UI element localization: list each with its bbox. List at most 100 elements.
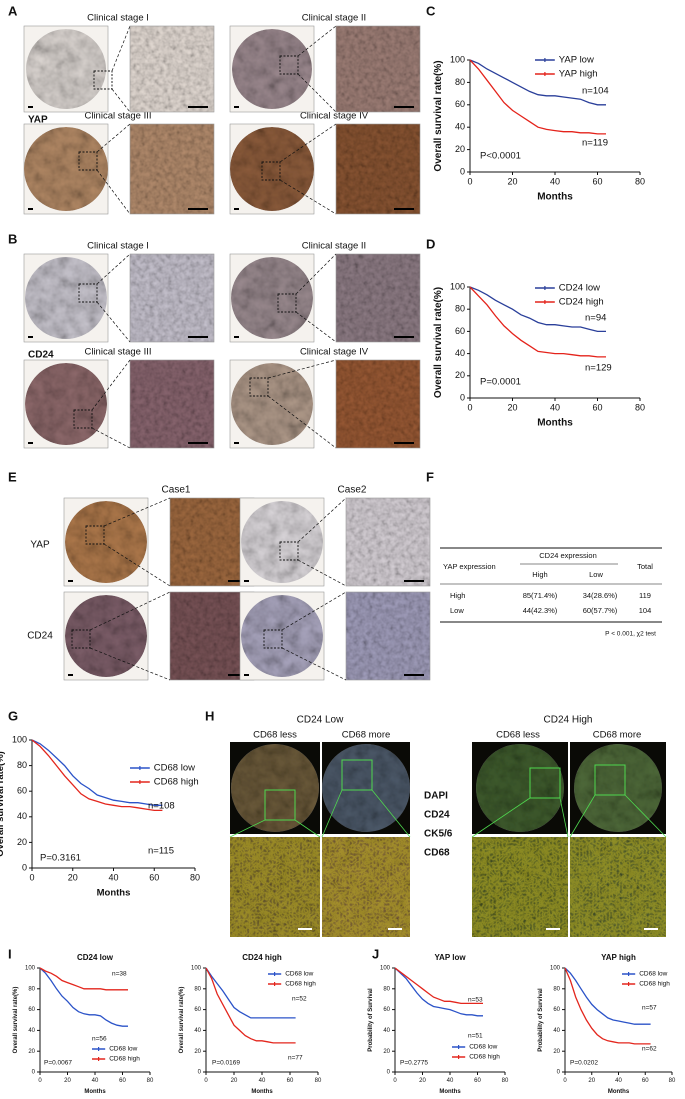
caption: Case2: [338, 485, 367, 496]
caption: CD68 less: [253, 730, 297, 741]
y-axis-label: Overall survival rate(%): [433, 60, 444, 171]
zoom-line: [295, 311, 337, 343]
y-tick-label: 60: [553, 1007, 560, 1013]
caption: Clinical stage II: [302, 13, 366, 24]
x-tick-label: 40: [92, 1078, 99, 1084]
y-tick-label: 60: [17, 786, 27, 796]
table-header: Total: [637, 562, 653, 571]
x-tick-label: 40: [447, 1078, 454, 1084]
zoom-box: [85, 525, 105, 545]
zoom-image: [346, 592, 430, 680]
tissue-core: [26, 29, 106, 109]
zoom-box: [93, 70, 113, 90]
legend-label: YAP high: [559, 69, 598, 80]
x-tick-label: 0: [467, 403, 472, 413]
table-cell: Low: [450, 606, 464, 615]
table-header: CD24 expression: [539, 551, 597, 560]
y-tick-label: 0: [387, 1070, 391, 1076]
x-tick-label: 40: [259, 1078, 266, 1084]
annotation: n=57: [642, 1005, 657, 1012]
zoom-image: [130, 360, 214, 448]
y-tick-label: 100: [450, 281, 465, 291]
tissue-core: [24, 127, 108, 211]
zoom-line: [229, 819, 266, 838]
zoom-line: [91, 359, 131, 411]
y-tick-label: 60: [383, 1007, 390, 1013]
table-header: Low: [589, 570, 603, 579]
annotation: n=119: [582, 138, 608, 149]
zoom-box: [279, 55, 299, 75]
x-tick-label: 80: [635, 403, 645, 413]
y-tick-label: 0: [32, 1070, 36, 1076]
y-tick-label: 60: [455, 99, 465, 109]
annotation: n=38: [112, 971, 127, 978]
x-tick-label: 80: [502, 1078, 509, 1084]
zoom-line: [103, 497, 171, 527]
y-tick-label: 0: [557, 1070, 561, 1076]
survival-curve: [394, 967, 483, 1017]
y-tick-label: 80: [28, 986, 35, 992]
annotation: n=104: [582, 86, 609, 97]
zoom-line: [279, 179, 337, 215]
legend-label: CD68 low: [469, 1044, 497, 1051]
x-axis-label: Months: [84, 1089, 106, 1094]
zoom-border: [345, 497, 431, 587]
caption: CD68 more: [593, 730, 642, 741]
zoom-box: [264, 789, 296, 821]
zoom-box: [78, 151, 98, 171]
caption: Clinical stage III: [84, 347, 151, 358]
zoom-border: [335, 253, 421, 343]
y-tick-label: 60: [455, 326, 465, 336]
zoom-image: [336, 124, 420, 214]
zoom-line: [111, 25, 131, 72]
x-tick-label: 0: [204, 1078, 208, 1084]
chart-title: YAP high: [601, 953, 636, 962]
zoom-line: [297, 25, 337, 57]
y-tick-label: 40: [383, 1028, 390, 1034]
tissue-core: [230, 127, 314, 211]
caption: CD68 less: [496, 730, 540, 741]
y-tick-label: 40: [28, 1028, 35, 1034]
zoom-box: [71, 629, 91, 649]
y-tick-label: 80: [553, 986, 560, 992]
zoom-line: [297, 497, 347, 543]
x-tick-label: 80: [635, 177, 645, 187]
zoom-line: [559, 797, 569, 838]
legend-label: CD68 low: [285, 971, 313, 978]
caption: Clinical stage I: [87, 241, 149, 252]
zoom-line: [321, 789, 343, 838]
zoom-box: [78, 283, 98, 303]
legend-label: CD68 high: [109, 1056, 140, 1063]
y-tick-label: 100: [380, 966, 391, 972]
x-tick-label: 20: [507, 177, 517, 187]
zoom-image: [346, 498, 430, 586]
annotation: n=108: [148, 801, 175, 812]
caption: Clinical stage I: [87, 13, 149, 24]
annotation: n=53: [468, 997, 483, 1004]
y-tick-label: 40: [455, 348, 465, 358]
zoom-line: [295, 253, 337, 295]
y-axis-label: Overall survival rate(%): [433, 287, 444, 398]
group-label: CD24 Low: [297, 715, 344, 726]
x-tick-label: 0: [563, 1078, 567, 1084]
zoom-line: [624, 794, 667, 838]
zoom-line: [371, 789, 411, 838]
x-tick-label: 0: [38, 1078, 42, 1084]
y-axis-label: Probability of Survival: [368, 988, 374, 1052]
legend-label: CD68 high: [469, 1054, 500, 1061]
zoom-image: [130, 124, 214, 214]
caption: Case1: [162, 485, 191, 496]
y-axis-label: Overall survival rate(%): [0, 751, 6, 857]
x-tick-label: 80: [147, 1078, 154, 1084]
tissue-core: [241, 595, 323, 677]
caption: Clinical stage IV: [300, 347, 369, 358]
survival-curve: [469, 59, 606, 135]
zoom-image: [336, 26, 420, 112]
y-tick-label: 80: [383, 986, 390, 992]
annotation: P<0.0001: [480, 151, 521, 162]
zoom-box: [73, 409, 93, 429]
y-tick-label: 20: [553, 1049, 560, 1055]
zoom-border: [335, 359, 421, 449]
stain-label: CD24: [424, 810, 450, 821]
legend-label: CD68 high: [154, 777, 199, 788]
